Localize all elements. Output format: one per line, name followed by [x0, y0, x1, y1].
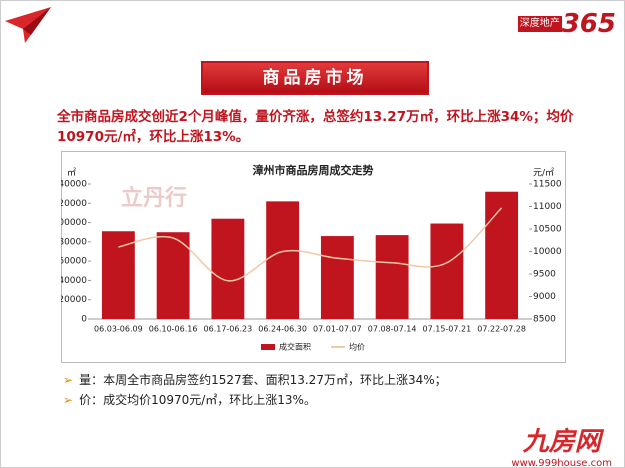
- bar: [485, 191, 519, 319]
- watermark: 立丹行: [121, 185, 187, 211]
- chart-frame: [61, 151, 566, 363]
- y-unit: ㎡: [67, 168, 76, 179]
- chart: 立丹行 漳州市商品房周成交走势 ㎡ 元/㎡ 0 20000 40000 60000 80…: [61, 163, 562, 352]
- bar: [101, 231, 135, 319]
- bar: [430, 223, 464, 319]
- bullet: 价：成交均价10970元/㎡，环比上涨13%。: [63, 391, 316, 408]
- x-tick-label: 06.10-06.16: [149, 325, 198, 334]
- y-tick-label: 20000: [61, 295, 87, 305]
- banner: 商品房市场: [201, 61, 429, 95]
- y2-unit: 元/㎡: [533, 168, 554, 179]
- logo-number: 365: [561, 9, 616, 39]
- footer: 九房网 www.999house.com: [511, 421, 612, 468]
- chart-title: 漳州市商品房周成交走势: [253, 163, 374, 177]
- x-tick-label: 07.15-07.21: [423, 325, 472, 334]
- brand-logo: 深度地产 365: [517, 9, 616, 39]
- y2-tick-label: 11000: [533, 202, 562, 212]
- logo-text: 深度地产: [517, 16, 562, 32]
- footer-brand: 九房网: [522, 427, 601, 457]
- bar: [375, 235, 409, 319]
- y2-tick-label: 11500: [533, 180, 562, 190]
- y2-tick-label: 10500: [533, 225, 562, 235]
- y-tick-label: 100000: [61, 218, 87, 228]
- bar: [320, 236, 354, 319]
- x-tick-label: 07.08-07.14: [368, 325, 417, 334]
- y2-tick-label: 9000: [533, 292, 556, 302]
- y-tick-label: 140000: [61, 180, 87, 190]
- x-tick-label: 06.17-06.23: [204, 325, 253, 334]
- footer-url: www.999house.com: [511, 458, 612, 468]
- y-tick-label: 60000: [61, 257, 87, 267]
- x-tick-label: 06.03-06.09: [94, 325, 143, 334]
- headline: 全市商品房成交创近2个月峰值，量价齐涨，总签约13.27万㎡，环比上涨34%；均…: [57, 109, 574, 145]
- legend-label: 成交面积: [279, 342, 311, 352]
- y-tick-label: 0: [81, 315, 87, 325]
- x-tick-label: 07.01-07.07: [313, 325, 362, 334]
- y-tick-label: 40000: [61, 276, 87, 286]
- plane-logo: [5, 7, 51, 43]
- line: [118, 207, 503, 282]
- legend-swatch: [261, 344, 275, 350]
- x-tick-label: 06.24-06.30: [258, 325, 307, 334]
- y-tick-label: 120000: [61, 199, 87, 209]
- y2-tick-label: 8500: [533, 315, 556, 325]
- bar: [266, 201, 300, 319]
- y-tick-label: 80000: [61, 237, 87, 247]
- legend-label: 均价: [349, 342, 365, 352]
- bullet: 量：本周全市商品房签约1527套、面积13.27万㎡，环比上涨34%；: [63, 371, 447, 388]
- y2-tick-label: 9500: [533, 270, 556, 280]
- y2-tick-label: 10000: [533, 247, 562, 257]
- bar: [211, 218, 245, 319]
- bar: [156, 232, 190, 319]
- x-tick-label: 07.22-07.28: [477, 325, 526, 334]
